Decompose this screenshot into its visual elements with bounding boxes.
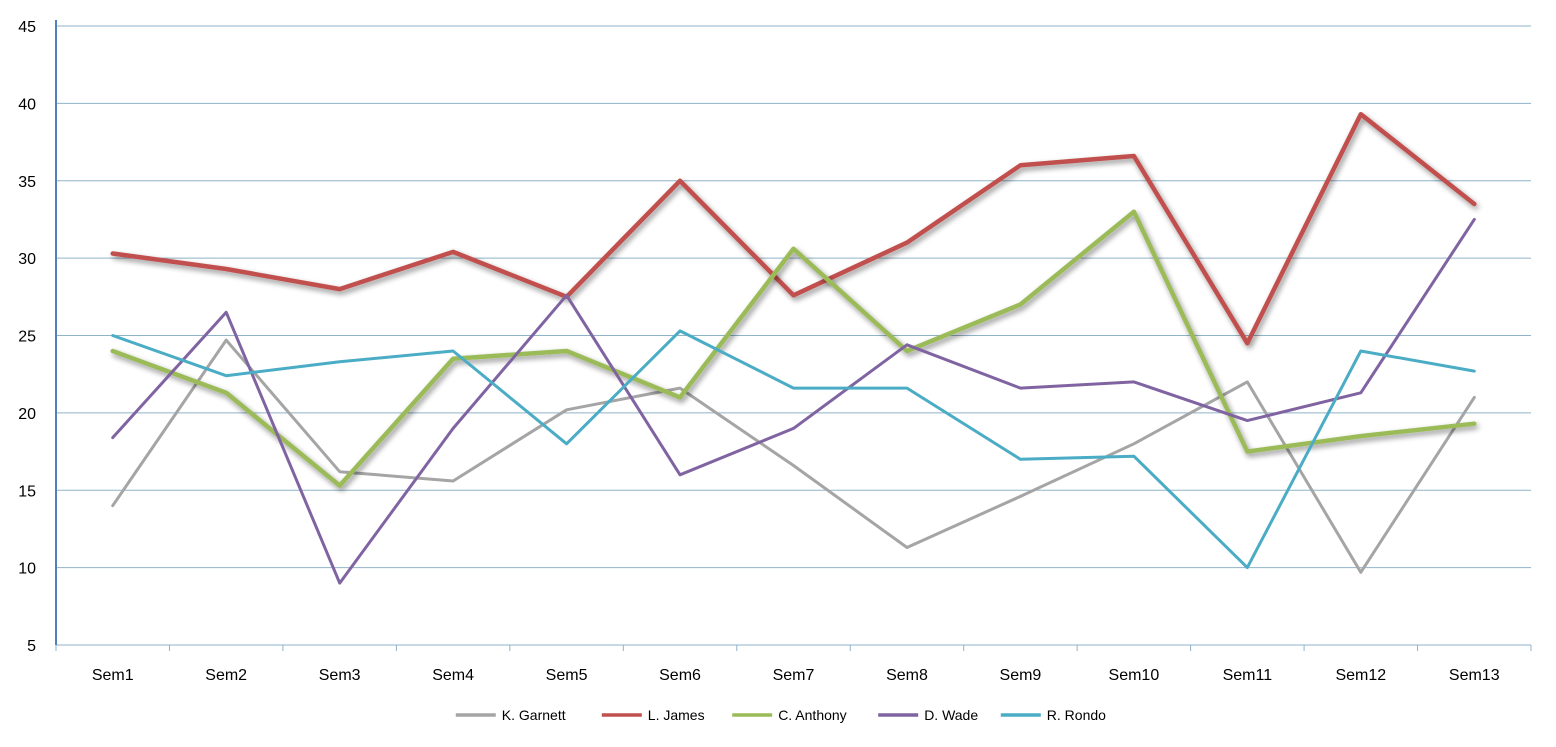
- x-tick-label: Sem6: [659, 667, 701, 684]
- y-tick-label: 25: [18, 329, 36, 346]
- gridlines: [56, 25, 1531, 646]
- x-tick-label: Sem2: [205, 667, 247, 684]
- y-axis-ticks: 5 10 15 20 25 30 35 40 45: [18, 19, 36, 655]
- x-tick-label: Sem4: [432, 667, 474, 684]
- x-tick-label: Sem11: [1223, 667, 1273, 684]
- y-tick-label: 15: [18, 483, 36, 500]
- series-line-k-garnett: [111, 338, 1476, 574]
- x-tick-label: Sem12: [1335, 667, 1386, 684]
- y-tick-label: 35: [18, 174, 36, 191]
- x-tick-label: Sem5: [546, 667, 588, 684]
- series-line-c-anthony: [110, 209, 1477, 488]
- legend-label: L. James: [648, 707, 705, 723]
- legend-label: C. Anthony: [778, 707, 847, 723]
- series-line-l-james: [110, 111, 1477, 346]
- x-tick-label: Sem10: [1109, 667, 1160, 684]
- series-line-r-rondo: [111, 329, 1476, 570]
- x-tick-label: Sem9: [1000, 667, 1042, 684]
- x-tick-label: Sem8: [886, 667, 928, 684]
- x-tick-label: Sem13: [1449, 667, 1500, 684]
- y-tick-label: 10: [18, 561, 36, 578]
- x-axis-ticks: Sem1 Sem2 Sem3 Sem4 Sem5 Sem6 Sem7 Sem8 Sem9 Sem1…: [92, 667, 1500, 684]
- x-tick-label: Sem1: [92, 667, 134, 684]
- x-tick-label: Sem3: [319, 667, 361, 684]
- legend-label: K. Garnett: [502, 707, 566, 723]
- y-tick-label: 40: [18, 96, 36, 113]
- axes: [55, 20, 1532, 651]
- legend: K. Garnett L. James C. Anthony D. Wade R. Ro…: [455, 707, 1106, 723]
- y-tick-label: 30: [18, 251, 36, 268]
- x-tick-label: Sem7: [773, 667, 815, 684]
- y-tick-label: 5: [27, 638, 36, 655]
- series-lines: [110, 111, 1477, 585]
- legend-label: R. Rondo: [1047, 707, 1106, 723]
- series-line-d-wade: [111, 217, 1476, 585]
- legend-label: D. Wade: [924, 707, 978, 723]
- y-tick-label: 20: [18, 406, 36, 423]
- y-tick-label: 45: [18, 19, 36, 36]
